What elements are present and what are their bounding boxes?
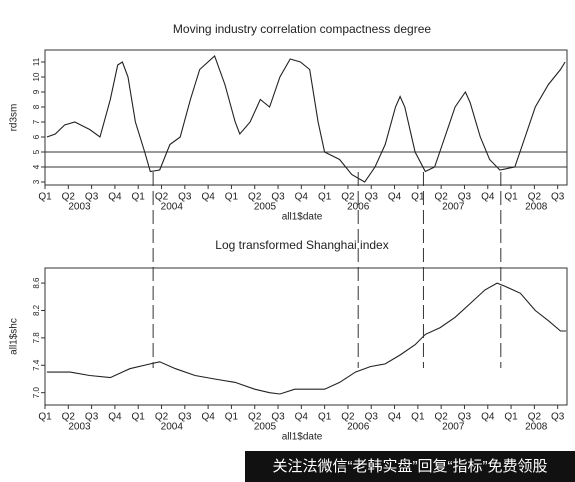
x-tick-label: Q3	[85, 192, 99, 203]
x-tick-label: Q1	[318, 192, 332, 203]
chart-title: Moving industry correlation compactness …	[173, 22, 431, 36]
x-tick-label: Q2	[248, 192, 262, 203]
year-label: 2006	[347, 422, 370, 433]
x-tick-label: Q1	[411, 412, 425, 423]
x-tick-label: Q1	[38, 192, 52, 203]
x-tick-label: Q2	[528, 412, 542, 423]
y-tick-label: 7.8	[32, 332, 41, 344]
x-tick-label: Q3	[271, 412, 285, 423]
y-tick-label: 7	[32, 119, 41, 124]
watermark: 关注法微信“老韩实盘”回复“指标”免费领股	[273, 457, 548, 475]
x-tick-label: Q3	[551, 412, 565, 423]
x-tick-label: Q4	[201, 412, 215, 423]
watermark-box	[245, 451, 575, 482]
x-tick-label: Q2	[248, 412, 262, 423]
x-tick-label: Q4	[295, 412, 309, 423]
x-axis-label: all1$date	[282, 212, 323, 223]
x-tick-label: Q1	[132, 412, 146, 423]
x-tick-label: Q3	[271, 192, 285, 203]
x-tick-label: Q3	[85, 412, 99, 423]
year-label: 2003	[68, 422, 91, 433]
x-tick-label: Q2	[434, 192, 448, 203]
year-label: 2003	[68, 202, 91, 213]
y-tick-label: 6	[32, 134, 41, 139]
x-tick-label: Q1	[38, 412, 52, 423]
x-tick-label: Q2	[155, 412, 169, 423]
y-tick-label: 3	[32, 179, 41, 184]
x-tick-label: Q4	[295, 192, 309, 203]
y-tick-label: 8.6	[32, 277, 41, 289]
year-label: 2005	[254, 422, 277, 433]
x-tick-label: Q1	[411, 192, 425, 203]
x-tick-label: Q4	[481, 412, 495, 423]
x-tick-label: Q3	[365, 192, 379, 203]
year-label: 2004	[161, 422, 184, 433]
y-tick-label: 10	[32, 72, 41, 81]
x-tick-label: Q4	[388, 192, 402, 203]
x-tick-label: Q2	[341, 192, 355, 203]
y-axis-label: all1$shc	[9, 318, 20, 355]
plot-frame	[44, 49, 568, 186]
y-tick-label: 7.4	[32, 359, 41, 371]
y-tick-label: 8	[32, 104, 41, 109]
year-label: 2004	[161, 202, 184, 213]
year-label: 2007	[442, 422, 465, 433]
x-tick-label: Q3	[178, 192, 192, 203]
x-tick-label: Q4	[108, 192, 122, 203]
data-line	[46, 282, 567, 395]
y-tick-label: 11	[32, 57, 41, 66]
plot-frame	[44, 267, 568, 406]
data-line	[46, 55, 566, 183]
x-tick-label: Q3	[551, 192, 565, 203]
y-tick-label: 4	[32, 164, 41, 169]
x-tick-label: Q2	[155, 192, 169, 203]
x-tick-label: Q3	[458, 192, 472, 203]
x-tick-label: Q4	[108, 412, 122, 423]
x-tick-label: Q1	[132, 192, 146, 203]
x-tick-label: Q1	[504, 192, 518, 203]
x-tick-label: Q4	[201, 192, 215, 203]
year-label: 2007	[442, 202, 465, 213]
y-tick-label: 8.2	[32, 304, 41, 316]
x-tick-label: Q2	[62, 192, 76, 203]
y-tick-label: 5	[32, 149, 41, 154]
x-tick-label: Q2	[62, 412, 76, 423]
x-tick-label: Q1	[504, 412, 518, 423]
x-tick-label: Q3	[365, 412, 379, 423]
x-axis-label: all1$date	[282, 432, 323, 443]
y-axis-label: rd3sm	[9, 104, 20, 132]
year-label: 2008	[525, 202, 548, 213]
x-tick-label: Q3	[178, 412, 192, 423]
y-tick-label: 9	[32, 89, 41, 94]
year-label: 2008	[525, 422, 548, 433]
x-tick-label: Q2	[528, 192, 542, 203]
y-tick-label: 7.0	[32, 387, 41, 399]
x-tick-label: Q2	[434, 412, 448, 423]
year-label: 2006	[347, 202, 370, 213]
x-tick-label: Q3	[458, 412, 472, 423]
chart-title: Log transformed Shanghai index	[215, 238, 388, 252]
x-tick-label: Q1	[318, 412, 332, 423]
x-tick-label: Q2	[341, 412, 355, 423]
x-tick-label: Q4	[388, 412, 402, 423]
x-tick-label: Q1	[225, 192, 239, 203]
x-tick-label: Q4	[481, 192, 495, 203]
x-tick-label: Q1	[225, 412, 239, 423]
year-label: 2005	[254, 202, 277, 213]
